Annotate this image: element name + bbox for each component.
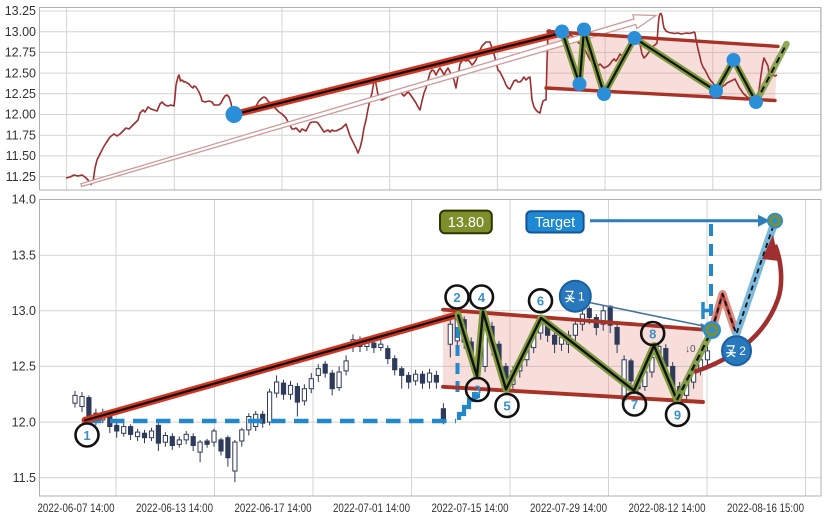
svg-text:2022-07-01 14:00: 2022-07-01 14:00 xyxy=(333,503,410,515)
svg-text:2022-08-12 14:00: 2022-08-12 14:00 xyxy=(629,503,706,515)
svg-text:12.50: 12.50 xyxy=(5,66,36,80)
svg-text:2022-06-07 14:00: 2022-06-07 14:00 xyxy=(38,503,115,515)
svg-text:2022-07-29 14:00: 2022-07-29 14:00 xyxy=(530,503,607,515)
svg-text:Target: Target xyxy=(535,215,575,231)
svg-text:13.0: 13.0 xyxy=(12,304,36,318)
svg-text:2022-06-13 14:00: 2022-06-13 14:00 xyxy=(136,503,213,515)
svg-text:13.00: 13.00 xyxy=(5,25,36,39)
svg-text:2022-06-17 14:00: 2022-06-17 14:00 xyxy=(235,503,312,515)
svg-text:7: 7 xyxy=(631,397,638,412)
svg-text:13.25: 13.25 xyxy=(5,4,36,18)
svg-text:1: 1 xyxy=(578,290,585,304)
svg-text:4: 4 xyxy=(478,290,486,305)
svg-text:↓0: ↓0 xyxy=(685,344,696,355)
svg-text:↓: ↓ xyxy=(697,361,702,371)
svg-text:12.0: 12.0 xyxy=(12,415,36,429)
svg-text:3: 3 xyxy=(474,382,481,397)
svg-text:12.25: 12.25 xyxy=(5,87,36,101)
svg-text:12.5: 12.5 xyxy=(12,360,36,374)
svg-text:11.50: 11.50 xyxy=(6,149,36,163)
svg-text:12.00: 12.00 xyxy=(5,108,36,122)
svg-text:11.75: 11.75 xyxy=(6,128,36,142)
svg-text:12.75: 12.75 xyxy=(5,46,36,60)
svg-text:2: 2 xyxy=(739,344,746,358)
svg-text:8: 8 xyxy=(649,326,656,341)
svg-text:5: 5 xyxy=(503,398,510,413)
svg-text:13.5: 13.5 xyxy=(12,248,36,262)
svg-text:14.0: 14.0 xyxy=(12,193,36,207)
svg-text:11.5: 11.5 xyxy=(13,471,36,485)
svg-text:2022-07-15 14:00: 2022-07-15 14:00 xyxy=(432,503,509,515)
svg-text:1: 1 xyxy=(83,428,90,443)
svg-text:2022-08-16 15:00: 2022-08-16 15:00 xyxy=(727,503,804,515)
svg-text:2: 2 xyxy=(453,290,460,305)
svg-text:13.80: 13.80 xyxy=(448,215,484,231)
svg-text:9: 9 xyxy=(674,407,681,422)
svg-text:6: 6 xyxy=(537,294,544,309)
svg-text:11.25: 11.25 xyxy=(6,170,36,184)
